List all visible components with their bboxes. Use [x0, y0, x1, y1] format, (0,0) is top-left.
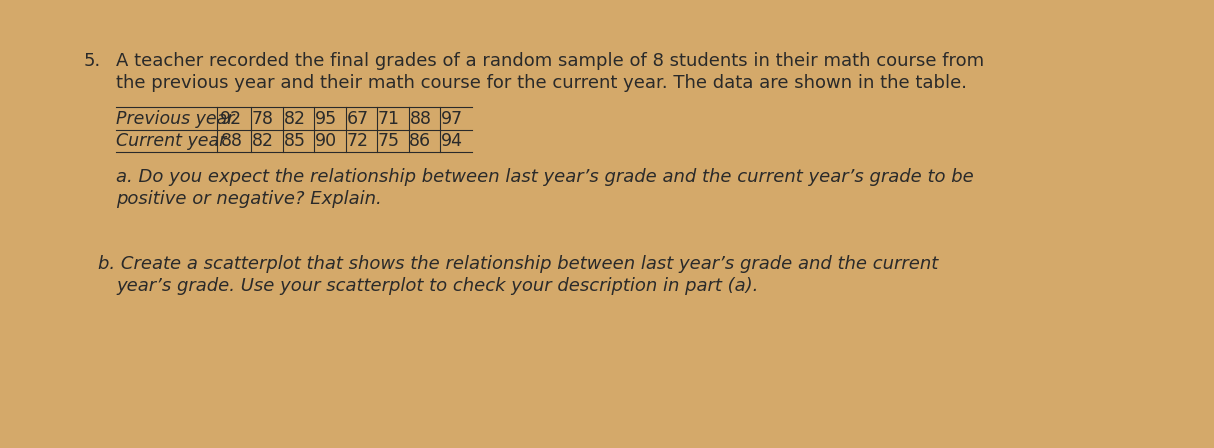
- Text: a. Do you expect the relationship between last year’s grade and the current year: a. Do you expect the relationship betwee…: [117, 168, 974, 186]
- Text: 92: 92: [220, 110, 243, 128]
- Text: 86: 86: [409, 132, 431, 150]
- Text: 67: 67: [346, 110, 369, 128]
- Text: 75: 75: [378, 132, 399, 150]
- Text: the previous year and their math course for the current year. The data are shown: the previous year and their math course …: [117, 74, 968, 92]
- Text: 85: 85: [283, 132, 306, 150]
- Text: Current year: Current year: [117, 132, 227, 150]
- Text: 72: 72: [346, 132, 368, 150]
- Text: 90: 90: [314, 132, 337, 150]
- Text: Previous year: Previous year: [117, 110, 234, 128]
- Text: 88: 88: [221, 132, 243, 150]
- Text: 71: 71: [378, 110, 399, 128]
- Text: 5.: 5.: [84, 52, 101, 70]
- Text: 82: 82: [251, 132, 274, 150]
- Text: year’s grade. Use your scatterplot to check your description in part (a).: year’s grade. Use your scatterplot to ch…: [117, 277, 759, 295]
- Text: positive or negative? Explain.: positive or negative? Explain.: [117, 190, 382, 208]
- Text: 88: 88: [409, 110, 431, 128]
- Text: 78: 78: [251, 110, 274, 128]
- Text: 97: 97: [441, 110, 463, 128]
- Text: 82: 82: [283, 110, 306, 128]
- Text: 95: 95: [314, 110, 337, 128]
- Text: b. Create a scatterplot that shows the relationship between last year’s grade an: b. Create a scatterplot that shows the r…: [98, 255, 938, 273]
- Text: A teacher recorded the final grades of a random sample of 8 students in their ma: A teacher recorded the final grades of a…: [117, 52, 985, 70]
- Text: 94: 94: [441, 132, 463, 150]
